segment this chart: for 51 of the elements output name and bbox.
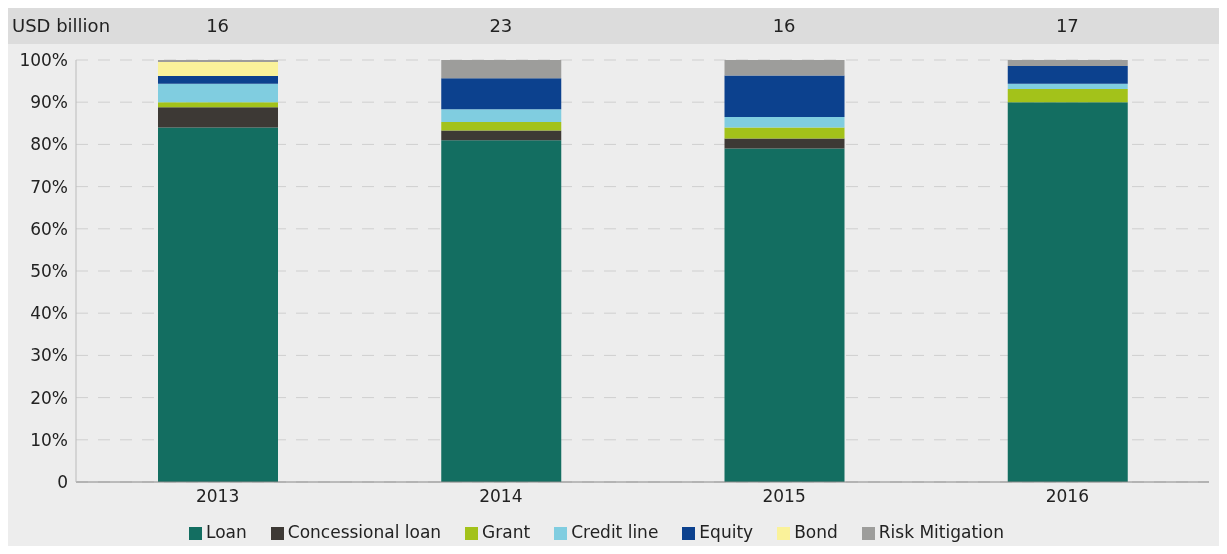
bar	[441, 60, 562, 79]
x-tick-label: 2015	[762, 486, 806, 507]
legend-label: Bond	[794, 522, 838, 542]
bar	[724, 116, 845, 128]
y-tick-label: 30%	[30, 345, 68, 366]
bar	[441, 140, 562, 482]
bar	[158, 62, 278, 77]
bar	[1007, 89, 1128, 103]
text: 23	[488, 15, 514, 36]
text: 16	[771, 15, 797, 36]
legend-label: Equity	[699, 522, 754, 542]
text: 17	[1054, 15, 1080, 36]
bar	[158, 102, 278, 108]
legend-label: Credit line	[571, 522, 659, 542]
y-tick-label: 100%	[19, 50, 68, 71]
bar	[1007, 65, 1128, 84]
x-tick-label: 2016	[1045, 486, 1090, 507]
x-tick-label: 2013	[195, 486, 240, 507]
bar	[724, 127, 845, 139]
bar	[1007, 60, 1128, 66]
y-tick-label: 70%	[30, 176, 68, 197]
bar	[158, 127, 278, 482]
bar	[1007, 83, 1128, 90]
legend-label: Grant	[482, 522, 531, 542]
bar	[158, 107, 278, 128]
bar	[158, 60, 278, 63]
y-tick-label: 10%	[30, 429, 68, 450]
legend-label: Risk Mitigation	[878, 522, 1004, 542]
bar	[724, 75, 845, 117]
bar	[1007, 102, 1128, 482]
y-tick-label: 90%	[30, 92, 68, 113]
bar	[724, 148, 845, 482]
bar	[724, 138, 845, 149]
y-tick-label: 20%	[30, 387, 68, 408]
bar	[441, 78, 562, 110]
y-tick-label: 40%	[30, 303, 68, 324]
y-tick-label: 0	[57, 472, 68, 493]
bar	[441, 109, 562, 123]
bar	[441, 122, 562, 131]
x-tick-label: 2014	[479, 486, 523, 507]
text: USD billion	[12, 15, 111, 36]
text: 16	[205, 15, 231, 36]
y-tick-label: 60%	[30, 218, 68, 239]
bar	[724, 60, 845, 76]
bar	[158, 76, 278, 84]
legend-label: Loan	[206, 522, 247, 542]
legend-label: Concessional loan	[287, 522, 442, 542]
y-tick-label: 80%	[30, 134, 68, 155]
bar	[158, 83, 278, 103]
bar	[441, 130, 562, 141]
y-tick-label: 50%	[30, 261, 68, 282]
